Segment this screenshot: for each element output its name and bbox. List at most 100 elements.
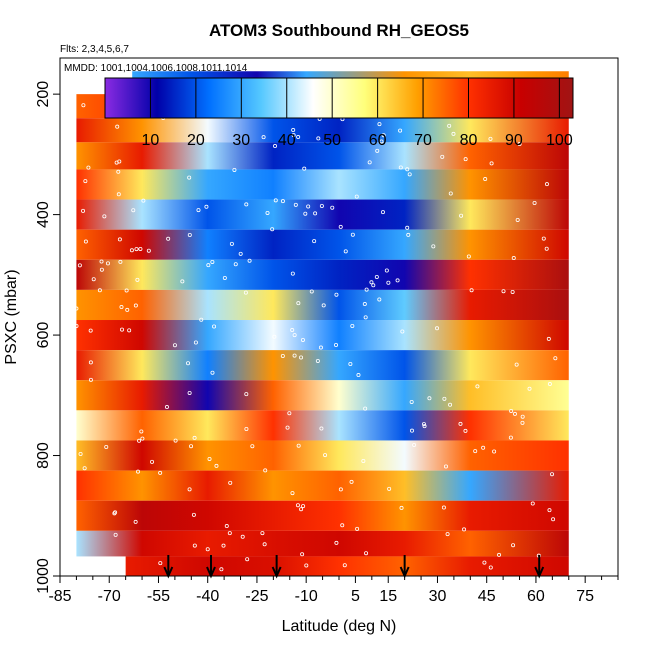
y-tick-label: 800 <box>35 442 52 469</box>
sample-dot <box>287 411 292 416</box>
sample-dot <box>445 532 450 537</box>
sample-dot <box>512 411 517 416</box>
y-tick-label: 400 <box>35 201 52 228</box>
sample-dot <box>489 161 494 166</box>
x-tick-label: 30 <box>429 588 447 605</box>
sample-dot <box>229 241 234 246</box>
chart-title: ATOM3 Southbound RH_GEOS5 <box>209 21 469 40</box>
sample-dot <box>212 324 217 329</box>
sample-dot <box>296 301 301 306</box>
sample-dot <box>440 154 445 159</box>
sample-dot <box>207 456 212 461</box>
sample-dot <box>196 208 201 213</box>
sample-dot <box>118 563 123 568</box>
sample-dot <box>74 323 79 328</box>
sample-dot <box>193 340 198 345</box>
heatmap-band <box>76 320 569 351</box>
heatmap-band <box>125 556 569 576</box>
sample-dot <box>407 172 412 177</box>
heatmap-band <box>76 229 569 260</box>
sample-dot <box>131 208 136 213</box>
sample-dot <box>379 139 384 144</box>
sample-dot <box>313 211 318 216</box>
x-tick-label: -85 <box>48 588 71 605</box>
sample-dot <box>482 560 487 565</box>
sample-dot <box>343 249 348 254</box>
sample-dot <box>319 203 324 208</box>
sample-dot <box>399 505 404 510</box>
sample-dot <box>466 254 471 259</box>
sample-dot <box>99 259 104 264</box>
heatmap-band <box>76 380 569 411</box>
sample-dot <box>315 358 320 363</box>
sample-dot <box>187 390 192 395</box>
sample-dot <box>116 192 121 197</box>
sample-dot <box>483 177 488 182</box>
colorbar-tick-label: 100 <box>546 132 573 149</box>
sample-dot <box>270 227 275 232</box>
sample-dot <box>137 438 142 443</box>
sample-dot <box>135 277 140 282</box>
sample-dot <box>377 122 382 127</box>
sample-dot <box>74 306 79 311</box>
sample-dot <box>222 275 227 280</box>
heatmap-band <box>76 440 569 471</box>
sample-dot <box>371 283 376 288</box>
colorbar-tick-label: 30 <box>232 132 250 149</box>
sample-dot <box>138 246 143 251</box>
colorbar-tick-label: 60 <box>369 132 387 149</box>
sample-dot <box>81 103 86 108</box>
sample-dot <box>300 552 305 557</box>
sample-dot <box>233 262 238 267</box>
sample-dot <box>349 479 354 484</box>
sample-dot <box>112 511 117 516</box>
sample-dot <box>116 169 121 174</box>
sample-dot <box>166 236 171 241</box>
heatmap-band <box>76 410 569 441</box>
sample-dot <box>99 267 104 272</box>
heatmap-band <box>76 470 569 501</box>
sample-dot <box>290 271 295 276</box>
sample-dot <box>409 428 414 433</box>
colorbar-tick-label: 40 <box>278 132 296 149</box>
sample-dot <box>412 442 417 447</box>
sample-dot <box>386 280 391 285</box>
sample-dot <box>520 420 525 425</box>
sample-dot <box>114 160 119 165</box>
sample-dot <box>354 194 359 199</box>
sample-dot <box>441 505 446 510</box>
sample-dot <box>228 480 233 485</box>
sample-dot <box>115 124 120 129</box>
sample-dot <box>86 165 91 170</box>
sample-dot <box>244 426 249 431</box>
sample-dot <box>146 248 151 253</box>
sample-dot <box>205 547 210 552</box>
sample-dot <box>544 246 549 251</box>
sample-dot <box>306 204 311 209</box>
sample-dot <box>77 263 82 268</box>
sample-dot <box>83 179 88 184</box>
sample-dot <box>133 519 138 524</box>
colorbar-tick-label: 50 <box>323 132 341 149</box>
sample-dot <box>338 224 343 229</box>
sample-dot <box>530 501 535 506</box>
x-axis-label: Latitude (deg N) <box>282 618 397 635</box>
sample-dot <box>334 292 339 297</box>
heatmap-band <box>76 500 569 531</box>
sample-dot <box>224 524 229 529</box>
sample-dot <box>547 382 552 387</box>
sample-dot <box>469 288 474 293</box>
sample-dot <box>290 491 295 496</box>
sample-dot <box>350 232 355 237</box>
sample-dot <box>338 487 343 492</box>
sample-dot <box>514 362 519 367</box>
sample-dot <box>186 361 191 366</box>
heatmap-band <box>76 118 569 143</box>
sample-dot <box>91 277 96 282</box>
colorbar: 10 20 30 40 50 60 70 80 90 100 <box>104 77 574 149</box>
sample-dot <box>544 182 549 187</box>
sample-dot <box>509 408 514 413</box>
sample-dot <box>312 239 317 244</box>
sample-dot <box>520 414 525 419</box>
